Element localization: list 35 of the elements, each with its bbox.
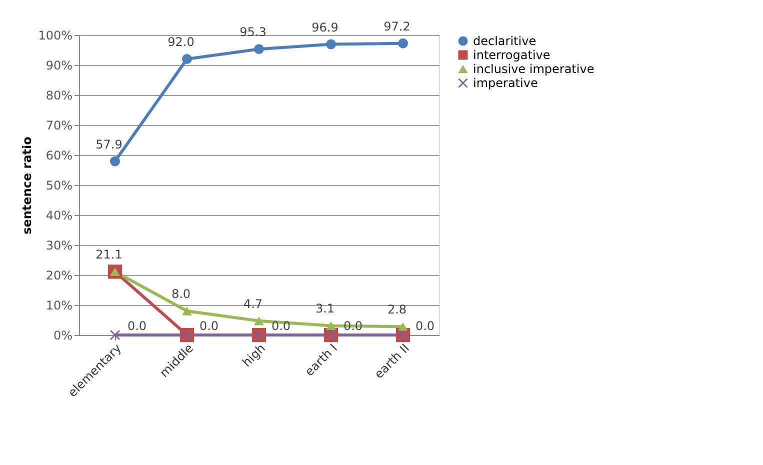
point (326, 39, 336, 50)
data-label: 0.0 (199, 319, 219, 333)
data-label: 0.0 (271, 319, 291, 333)
y-tick-label: 10% (46, 298, 72, 312)
y-tick-label: 50% (46, 178, 72, 192)
point (398, 38, 408, 48)
data-label: 92.0 (168, 35, 194, 49)
y-tick-label: 40% (46, 208, 72, 222)
legend-label: inclusive imperative (473, 62, 594, 76)
data-label: 0.0 (127, 319, 147, 333)
data-label: 21.1 (96, 248, 122, 262)
legend-label: declaritive (473, 34, 536, 48)
y-tick-label: 0% (53, 328, 72, 342)
point (254, 44, 264, 54)
y-tick-label: 70% (46, 118, 72, 132)
data-label: 95.3 (240, 25, 266, 40)
data-label: 0.0 (343, 319, 363, 333)
data-label: 8.0 (171, 287, 191, 301)
data-label: 3.1 (315, 302, 335, 316)
y-tick-label: 80% (46, 88, 72, 102)
data-label: 4.7 (243, 296, 263, 311)
point (110, 156, 120, 166)
y-tick-label: 30% (46, 238, 72, 252)
y-tick-label: 100% (38, 28, 72, 42)
data-label: 97.2 (384, 19, 410, 34)
y-tick-label: 90% (46, 58, 72, 72)
data-label: 0.0 (415, 319, 435, 333)
data-label: 96.9 (312, 20, 338, 34)
legend-label: interrogative (473, 48, 550, 62)
data-label: 57.9 (96, 137, 122, 152)
y-tick-label: 20% (46, 268, 72, 282)
legend-label: imperative (473, 76, 538, 90)
y-tick-label: 60% (46, 148, 72, 162)
data-label: 2.8 (387, 302, 407, 317)
y-axis-title: sentence ratio (20, 136, 34, 234)
